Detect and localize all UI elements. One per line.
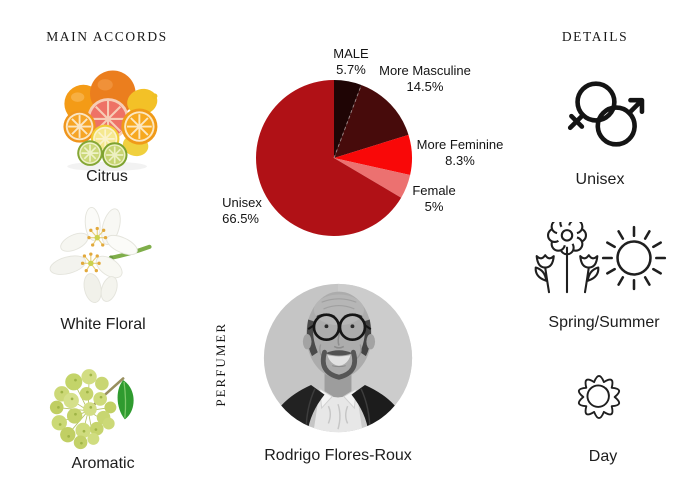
sun-rays — [601, 225, 667, 291]
female-circle — [575, 81, 617, 123]
pie-label-male-name: MALE — [333, 46, 369, 61]
citrus-fruits-photo — [63, 70, 158, 172]
main-flower — [547, 222, 587, 294]
pie-label-male-value: 5.7% — [336, 61, 366, 77]
gender-chart-area: MALE 5.7% More Masculine 14.5% More Femi… — [185, 25, 515, 247]
pie-label-female-value: 5% — [424, 198, 444, 214]
detail-label-season: Spring/Summer — [548, 314, 660, 331]
portrait-glasses — [307, 313, 372, 342]
accord-label-aromatic: Aromatic — [71, 455, 135, 472]
flowers-icon — [534, 222, 600, 294]
pie-label-unisex: Unisex 66.5% — [222, 195, 262, 227]
pie-label-more-masculine-value: 14.5% — [406, 78, 444, 94]
pie-label-male: MALE 5.7% — [333, 46, 368, 78]
pie-label-more-feminine: More Feminine 8.3% — [417, 137, 504, 169]
pie-slice-more-feminine — [334, 134, 413, 176]
floral-stamens — [80, 226, 108, 273]
pie-label-unisex-name: Unisex — [222, 195, 262, 210]
pie-label-more-feminine-name: More Feminine — [416, 137, 504, 152]
pie-label-unisex-value: 66.5% — [222, 210, 259, 226]
citrus-lime-halves — [77, 140, 128, 168]
pie-label-more-masculine-name: More Masculine — [379, 63, 471, 78]
detail-label-time: Day — [588, 448, 618, 465]
portrait-goatee-smile — [320, 349, 358, 380]
pie-slice-more-masculine — [334, 84, 409, 158]
sun-badge-accent-arc — [604, 387, 610, 397]
male-arrow — [626, 97, 645, 116]
unisex-gender-symbol-icon — [567, 81, 645, 147]
orange-blossom-photo — [49, 207, 152, 303]
accord-label-citrus: Citrus — [86, 168, 128, 185]
male-circle — [595, 105, 637, 147]
pie-label-female-name: Female — [412, 183, 456, 198]
pie-label-female: Female 5% — [412, 183, 455, 215]
sun-icon — [601, 225, 667, 291]
sun-badge-icon — [577, 375, 621, 419]
grayscale-portrait-photo — [263, 283, 413, 433]
perfumer-name: Rodrigo Flores-Roux — [264, 447, 412, 464]
perfumer-section-label: PERFUMER — [213, 322, 228, 407]
accord-label-white-floral: White Floral — [60, 316, 146, 333]
pie-label-more-masculine: More Masculine 14.5% — [379, 63, 471, 95]
citrus-orange-half-right — [121, 108, 158, 145]
detail-label-gender: Unisex — [575, 171, 625, 188]
angelica-branch-photo — [49, 369, 134, 450]
gender-pie-chart — [256, 80, 413, 237]
pie-label-more-feminine-value: 8.3% — [445, 152, 475, 168]
pie-slice-male — [334, 80, 362, 158]
main-accords-header: MAIN ACCORDS — [46, 29, 168, 44]
details-header: DETAILS — [561, 29, 629, 44]
female-cross — [567, 112, 586, 131]
pie-slice-female — [334, 158, 411, 198]
pie-slice-separator-line — [333, 84, 362, 159]
aromatic-umbel-clusters — [49, 369, 117, 450]
aromatic-texture-dots — [57, 373, 103, 445]
floral-petals — [49, 207, 138, 303]
citrus-orange-half-left — [63, 110, 96, 143]
sun-badge-outline — [577, 375, 621, 419]
side-flowers — [534, 254, 600, 294]
sun-disc — [616, 240, 652, 276]
pie-slice-unisex — [256, 80, 402, 237]
